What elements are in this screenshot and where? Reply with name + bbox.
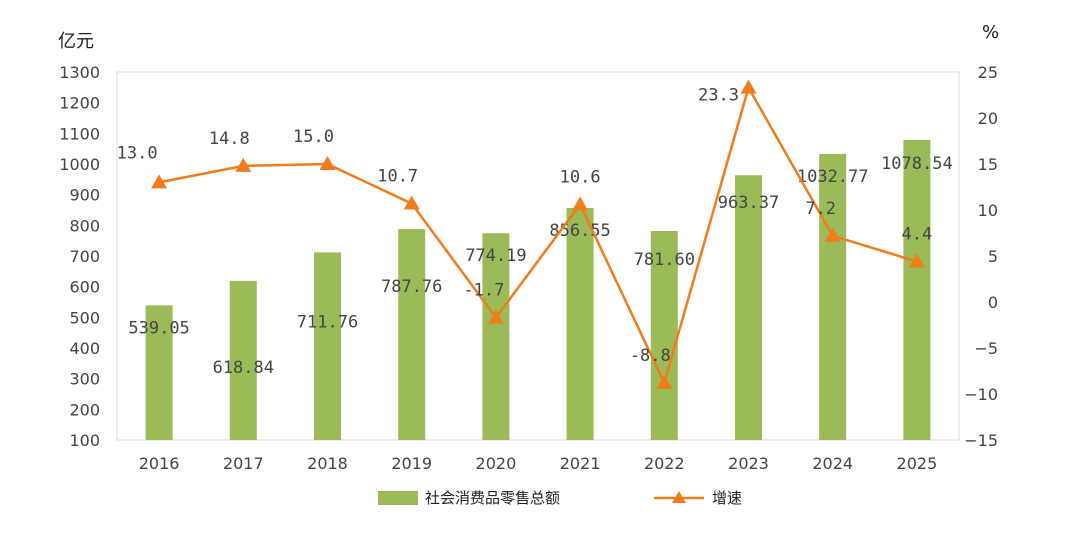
line-data-label: 10.6 [560, 167, 601, 187]
line-point-triangle-marker [656, 374, 673, 389]
right-tick-label: 10 [978, 201, 998, 220]
line-data-label: 13.0 [117, 143, 158, 163]
line-point-triangle-marker [824, 227, 841, 242]
left-tick-label: 1000 [59, 155, 100, 174]
bar-data-label: 711.76 [297, 312, 358, 332]
line-data-label: -8.8 [630, 346, 671, 366]
left-tick-label: 300 [69, 370, 100, 389]
left-tick-label: 1200 [59, 94, 100, 113]
line-data-label: 15.0 [293, 127, 334, 147]
x-tick-label: 2017 [223, 454, 264, 473]
line-point-triangle-marker [319, 156, 336, 170]
right-axis-unit: % [982, 22, 999, 43]
bar [819, 153, 847, 440]
x-tick-label: 2021 [560, 454, 601, 473]
bar-data-label: 856.55 [549, 221, 610, 241]
right-tick-label: 5 [988, 247, 998, 266]
right-tick-label: −10 [964, 385, 998, 404]
bar [650, 230, 678, 440]
right-tick-label: 25 [978, 63, 998, 82]
line-data-label: 14.8 [209, 129, 250, 149]
left-axis-unit: 亿元 [58, 31, 94, 52]
bar-data-label: 787.76 [381, 277, 442, 297]
line-point-triangle-marker [572, 196, 589, 211]
line-data-label: -1.7 [463, 281, 504, 301]
legend-triangle-marker-icon [672, 491, 686, 503]
line-point-triangle-marker [740, 79, 757, 94]
x-tick-label: 2019 [391, 454, 432, 473]
line-point-triangle-marker [403, 195, 420, 210]
right-tick-label: −15 [964, 431, 998, 450]
left-tick-label: 500 [69, 308, 100, 327]
bar-series [145, 139, 931, 440]
left-tick-label: 1300 [59, 63, 100, 82]
legend-bar-swatch [378, 491, 418, 505]
x-tick-label: 2025 [897, 454, 938, 473]
line-point-triangle-marker [908, 253, 925, 268]
x-tick-label: 2024 [812, 454, 853, 473]
left-tick-label: 400 [69, 339, 100, 358]
legend: 社会消费品零售总额 增速 [378, 489, 742, 507]
left-tick-label: 800 [69, 216, 100, 235]
line-data-label: 10.7 [377, 167, 418, 187]
line-point-triangle-marker [151, 174, 168, 189]
bar-data-label: 618.84 [213, 358, 274, 378]
left-tick-label: 1100 [59, 124, 100, 143]
bar-data-label: 1032.77 [797, 167, 869, 187]
line-series [151, 79, 925, 389]
line-data-label: 7.2 [805, 199, 836, 219]
x-tick-label: 2022 [644, 454, 685, 473]
bar [735, 175, 762, 440]
right-tick-label: −5 [974, 339, 998, 358]
right-tick-label: 15 [978, 155, 998, 174]
line-point-triangle-marker [487, 309, 504, 324]
x-axis-ticks: 2016 2017 2018 2019 2020 2021 2022 2023 2024 2025 [139, 454, 938, 473]
left-tick-label: 600 [69, 278, 100, 297]
right-tick-label: 20 [978, 109, 998, 128]
bar [566, 207, 594, 440]
x-tick-label: 2016 [139, 454, 180, 473]
bar [145, 305, 173, 440]
line-point-triangle-marker [235, 157, 252, 172]
bar-data-label: 539.05 [128, 318, 189, 338]
line-data-label: 4.4 [902, 225, 933, 245]
bar-data-label: 781.60 [634, 250, 695, 270]
bar [314, 252, 341, 440]
bar [229, 280, 257, 440]
bar-data-label: 1078.54 [881, 154, 953, 174]
x-tick-label: 2023 [728, 454, 769, 473]
line-data-label: 23.3 [698, 86, 739, 106]
bar-data-labels: 539.05 618.84 711.76 787.76 774.19 856.55 781.… [128, 154, 952, 378]
right-tick-label: 0 [988, 293, 998, 312]
bar-data-label: 774.19 [465, 246, 526, 266]
plot-area [116, 71, 960, 441]
left-tick-label: 900 [69, 186, 100, 205]
line-data-labels: 13.0 14.8 15.0 10.7 -1.7 10.6 -8.8 23.3 7.2 4.4 [117, 86, 933, 366]
right-axis-ticks: −15 −10 −5 0 5 10 15 20 25 [964, 63, 998, 450]
legend-line-label: 增速 [712, 489, 742, 507]
bar-data-label: 963.37 [718, 193, 779, 213]
left-tick-label: 100 [69, 431, 100, 450]
bar [903, 139, 931, 440]
x-tick-label: 2018 [307, 454, 348, 473]
line-path [158, 84, 918, 387]
left-tick-label: 700 [69, 247, 100, 266]
legend-bar-label: 社会消费品零售总额 [425, 489, 560, 507]
bar [482, 233, 510, 440]
x-tick-label: 2020 [476, 454, 517, 473]
left-axis-ticks: 100 200 300 400 500 600 700 800 900 1000 1100 1200 1… [59, 63, 100, 450]
bar [398, 229, 426, 440]
left-tick-label: 200 [69, 400, 100, 419]
